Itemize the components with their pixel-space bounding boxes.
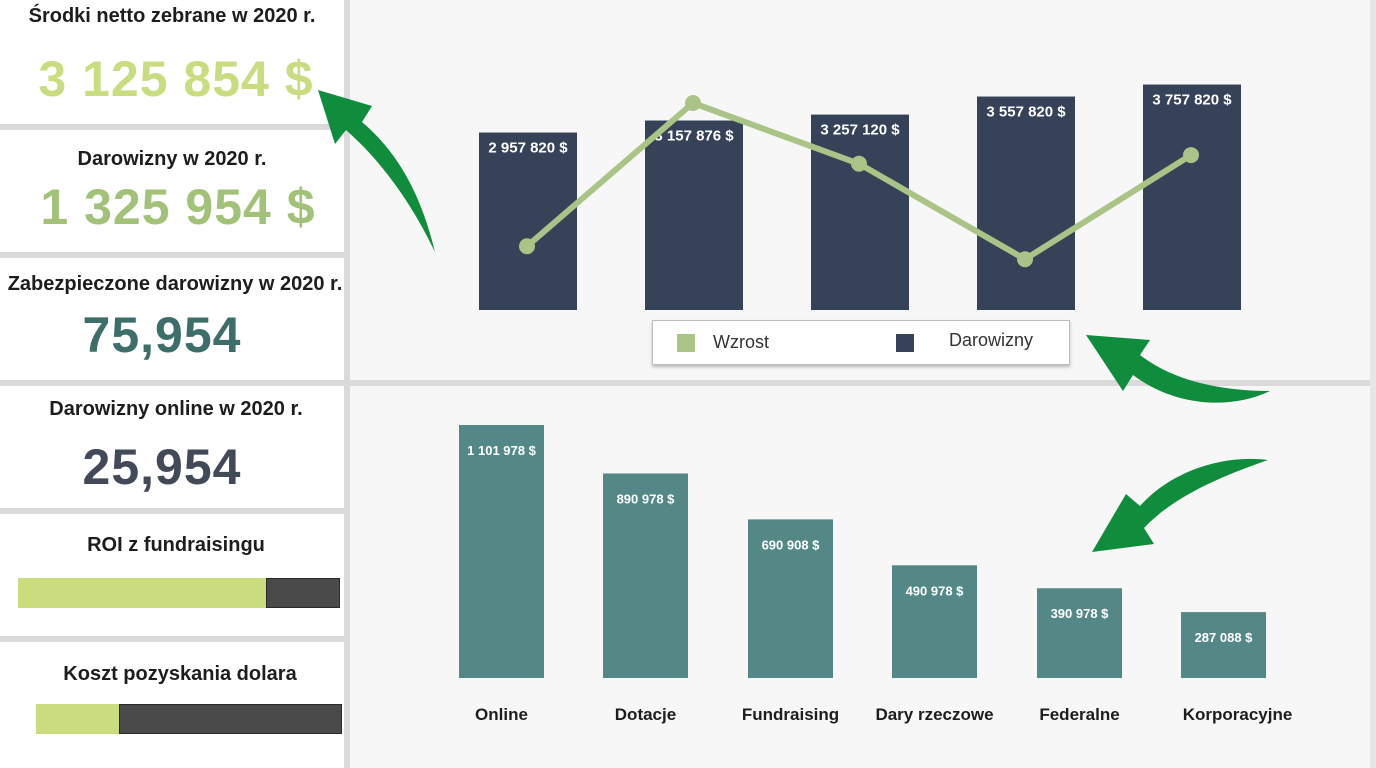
sidebar-divider [344, 0, 350, 768]
kpi-title: Darowizny online w 2020 r. [49, 398, 303, 420]
meter-card-roi: ROI z fundraisingu [0, 514, 344, 636]
bar-data-label: 3 157 876 $ [654, 128, 734, 145]
bar-source-1 [603, 473, 688, 678]
legend-swatch-wzrost [677, 334, 695, 352]
point-wzrost-4 [1183, 147, 1199, 164]
card-divider [0, 508, 344, 514]
card-divider [0, 636, 344, 642]
legend-label-wzrost: Wzrost [713, 332, 769, 352]
category-label: Dary rzeczowe [875, 705, 993, 724]
bar-data-label: 287 088 $ [1195, 630, 1254, 645]
bar-data-label: 890 978 $ [617, 491, 676, 506]
bar-source-2 [748, 519, 833, 678]
category-label: Dotacje [615, 705, 676, 724]
kpi-title: Darowizny w 2020 r. [77, 148, 267, 170]
progress-remainder [265, 578, 340, 608]
bar-source-3 [892, 565, 977, 678]
meter-card-cost-per-dollar: Koszt pozyskania dolara [0, 642, 344, 768]
bar-source-0 [459, 425, 544, 678]
kpi-value: 1 325 954 $ [40, 179, 316, 235]
bar-darowizny-3 [977, 96, 1075, 311]
meter-title: Koszt pozyskania dolara [63, 663, 297, 685]
point-wzrost-0 [519, 238, 535, 255]
progress-fill [36, 704, 119, 734]
card-divider [0, 252, 344, 258]
bar-data-label: 2 957 820 $ [488, 140, 568, 157]
bar-data-label: 3 257 120 $ [820, 122, 900, 139]
kpi-title: Zabezpieczone darowizny w 2020 r. [7, 273, 343, 295]
kpi-sidebar: Środki netto zebrane w 2020 r. 3 125 854… [0, 0, 350, 768]
category-label: Korporacyjne [1183, 705, 1293, 724]
bar-data-label: 3 757 820 $ [1152, 92, 1232, 109]
kpi-card-online-donations: Darowizny online w 2020 r. 25,954 [0, 386, 344, 508]
progress-fill [18, 578, 266, 608]
bar-data-label: 490 978 $ [906, 583, 965, 598]
donations-growth-chart: 2 957 820 $ 3 157 876 $ 3 257 120 $ 3 557 8… [479, 84, 1241, 311]
category-label: Federalne [1039, 705, 1119, 724]
legend-swatch-darowizny [896, 334, 914, 352]
legend-label-darowizny: Darowizny [949, 330, 1034, 350]
card-divider [0, 380, 344, 386]
arrow-icon [1086, 335, 1270, 403]
category-label: Fundraising [742, 705, 839, 724]
bar-data-label: 3 557 820 $ [986, 104, 1066, 121]
cost-progress-bar [36, 704, 342, 734]
point-wzrost-3 [1017, 251, 1033, 268]
bar-source-4 [1037, 588, 1122, 678]
category-label: Online [475, 705, 528, 724]
bar-darowizny-4 [1143, 84, 1241, 311]
kpi-value: 75,954 [82, 307, 242, 363]
kpi-value: 3 125 854 $ [38, 51, 314, 107]
point-wzrost-2 [851, 155, 867, 172]
bar-darowizny-0 [479, 132, 577, 310]
card-divider [0, 124, 344, 130]
kpi-title: Środki netto zebrane w 2020 r. [28, 5, 316, 27]
bar-darowizny-1 [645, 120, 743, 311]
bar-data-label: 390 978 $ [1051, 606, 1110, 621]
arrow-icon [318, 90, 435, 252]
bar-data-label: 1 101 978 $ [467, 443, 536, 458]
chart-legend: Wzrost Darowizny [652, 320, 1070, 365]
kpi-card-donations: Darowizny w 2020 r. 1 325 954 $ [0, 130, 344, 252]
bar-darowizny-2 [811, 114, 909, 310]
right-edge [1370, 0, 1376, 768]
arrow-icon [1092, 458, 1268, 552]
panel-divider [350, 380, 1376, 386]
point-wzrost-1 [685, 95, 701, 111]
meter-title: ROI z fundraisingu [87, 534, 265, 556]
kpi-card-secured-donations: Zabezpieczone darowizny w 2020 r. 75,954 [0, 258, 344, 380]
kpi-card-net-funds: Środki netto zebrane w 2020 r. 3 125 854… [0, 0, 344, 124]
bar-source-5 [1181, 612, 1266, 678]
bar-data-label: 690 908 $ [762, 537, 821, 552]
progress-remainder [118, 704, 342, 734]
roi-progress-bar [18, 578, 340, 608]
kpi-value: 25,954 [82, 439, 242, 495]
donations-by-source-chart: 1 101 978 $ Online 890 978 $ Dotacje 690 908… [459, 425, 1293, 724]
